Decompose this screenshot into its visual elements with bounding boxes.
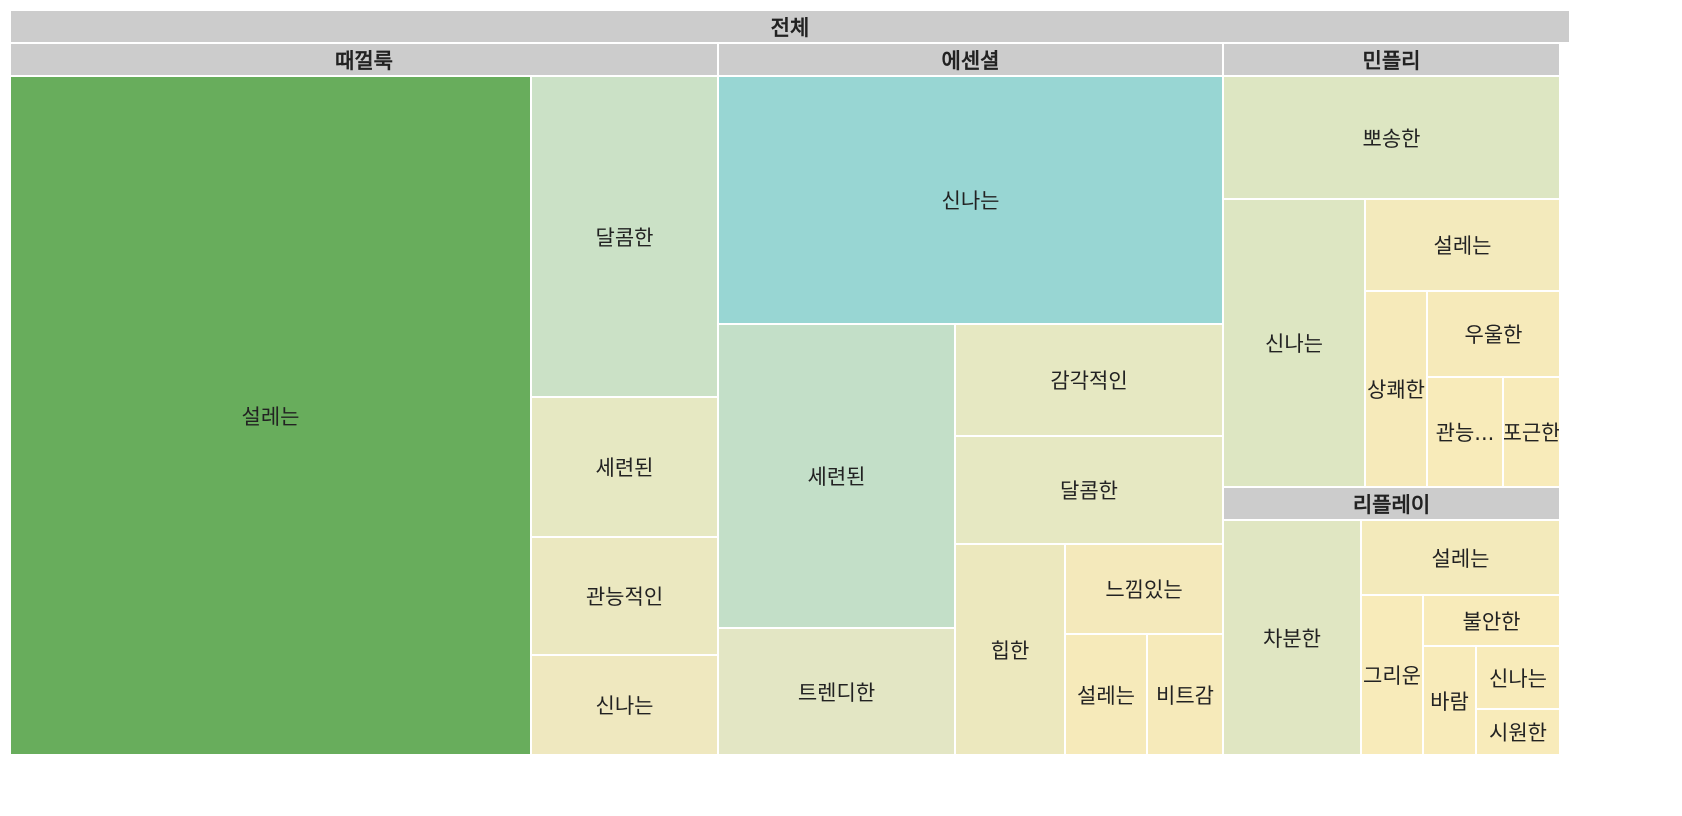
treemap-cell: 트렌디한 (718, 628, 955, 755)
treemap-cell-label: 달콤한 (1060, 479, 1118, 503)
treemap-cell-label: 상쾌한 (1367, 378, 1425, 402)
treemap-cell: 설레는 (1361, 520, 1560, 595)
treemap-cell-label: 설레는 (1077, 683, 1135, 708)
treemap-cell: 상쾌한 (1365, 291, 1427, 487)
treemap-cell: 달콤한 (955, 436, 1223, 544)
treemap-cell-label: 불안한 (1462, 609, 1521, 634)
treemap-cell: 관능... (1427, 377, 1503, 487)
treemap-cell-label: 관능적인 (585, 585, 664, 609)
treemap-cell: 신나는 (1223, 199, 1365, 487)
treemap-cell: 달콤한 (531, 76, 718, 397)
treemap-cell-label: 설레는 (1431, 546, 1490, 571)
treemap-cell-label: 힙한 (990, 638, 1030, 663)
treemap-cell-label: 비트감 (1156, 683, 1214, 708)
treemap-cell: 신나는 (718, 76, 1223, 324)
treemap-root-header: 전체 (10, 10, 1570, 43)
treemap-cell-label: 신나는 (941, 189, 1000, 213)
treemap-cell: 뽀송한 (1223, 76, 1560, 199)
treemap-group-header: 에센셜 (718, 43, 1223, 76)
treemap-cell: 세련된 (531, 397, 718, 537)
treemap-cell-label: 포근한 (1503, 421, 1560, 445)
treemap-cell: 신나는 (1476, 646, 1560, 709)
treemap-cell-label: 설레는 (241, 404, 300, 429)
treemap-cell: 바람 (1423, 646, 1476, 755)
treemap-cell-label: 우울한 (1464, 323, 1523, 347)
treemap-cell-label: 신나는 (1265, 332, 1323, 356)
treemap-group-header: 민플리 (1223, 43, 1560, 76)
treemap-cell: 힙한 (955, 544, 1065, 755)
treemap-cell: 관능적인 (531, 537, 718, 655)
treemap-cell: 우울한 (1427, 291, 1560, 377)
treemap-cell: 비트감 (1147, 634, 1223, 755)
treemap-cell: 감각적인 (955, 324, 1223, 436)
treemap-cell-label: 그리운 (1363, 664, 1421, 688)
treemap-cell: 포근한 (1503, 377, 1560, 487)
treemap-cell-label: 차분한 (1263, 626, 1321, 651)
treemap-cell-label: 감각적인 (1050, 369, 1128, 393)
treemap-cell-label: 세련된 (595, 456, 654, 480)
treemap-cell-label: 설레는 (1433, 234, 1492, 258)
treemap-cell: 그리운 (1361, 595, 1423, 755)
treemap-cell-label: 달콤한 (595, 225, 654, 250)
treemap-cell-label: 트렌디한 (797, 680, 876, 705)
treemap-cell-label: 바람 (1430, 689, 1469, 714)
treemap-cell-label: 관능... (1435, 421, 1495, 445)
treemap-cell-label: 뽀송한 (1362, 126, 1421, 151)
treemap-cell-label: 느낌있는 (1105, 578, 1183, 602)
treemap-cell: 설레는 (1365, 199, 1560, 291)
treemap-cell-label: 신나는 (1489, 666, 1547, 691)
treemap-cell-label: 시원한 (1489, 721, 1547, 745)
treemap-cell: 차분한 (1223, 520, 1361, 755)
treemap-cell: 신나는 (531, 655, 718, 755)
treemap-group-header: 때껄룩 (10, 43, 718, 76)
treemap-cell: 불안한 (1423, 595, 1560, 646)
treemap-cell-label: 신나는 (595, 694, 654, 718)
treemap-cell: 설레는 (1065, 634, 1147, 755)
treemap-cell: 시원한 (1476, 709, 1560, 755)
treemap-cell-label: 세련된 (807, 465, 866, 489)
treemap-group-header: 리플레이 (1223, 487, 1560, 520)
treemap-cell: 세련된 (718, 324, 955, 628)
treemap-cell: 느낌있는 (1065, 544, 1223, 634)
treemap-cell: 설레는 (10, 76, 531, 755)
